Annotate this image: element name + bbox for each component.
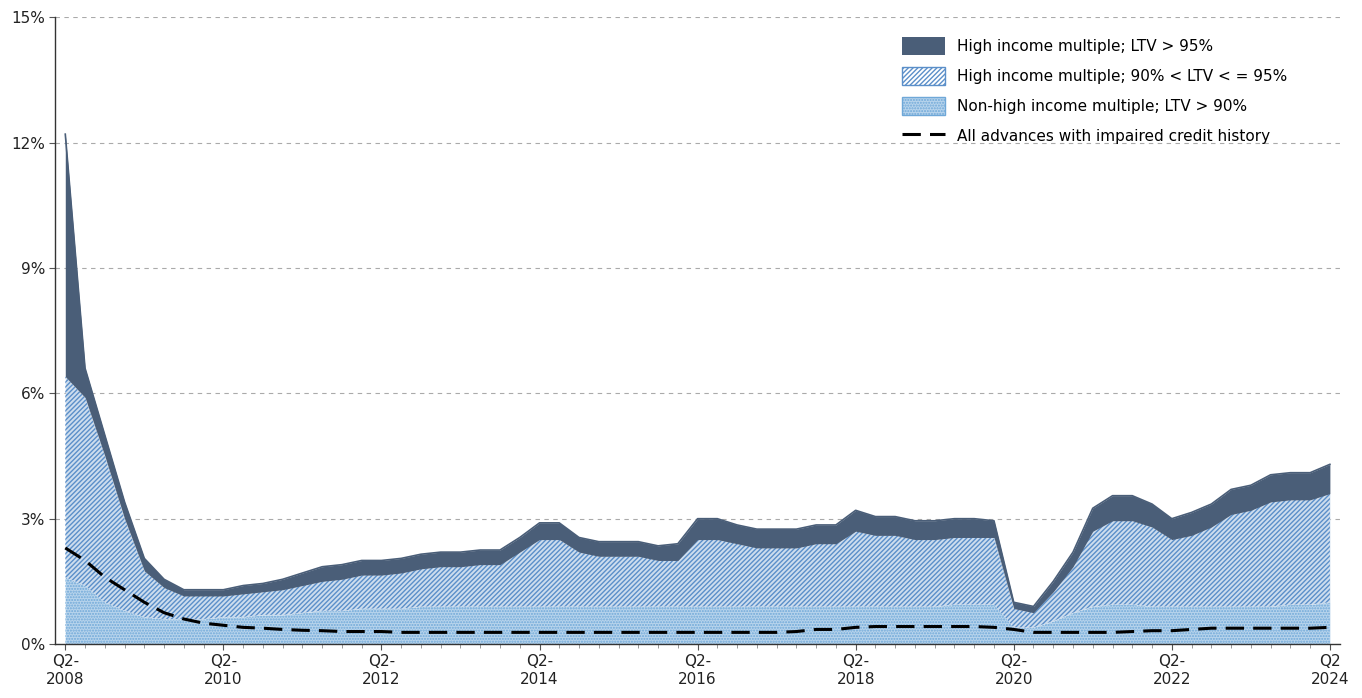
Legend: High income multiple; LTV > 95%, High income multiple; 90% < LTV < = 95%, Non-hi: High income multiple; LTV > 95%, High in… [896,31,1294,151]
